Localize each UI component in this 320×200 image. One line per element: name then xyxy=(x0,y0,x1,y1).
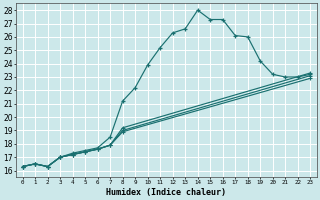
X-axis label: Humidex (Indice chaleur): Humidex (Indice chaleur) xyxy=(107,188,227,197)
